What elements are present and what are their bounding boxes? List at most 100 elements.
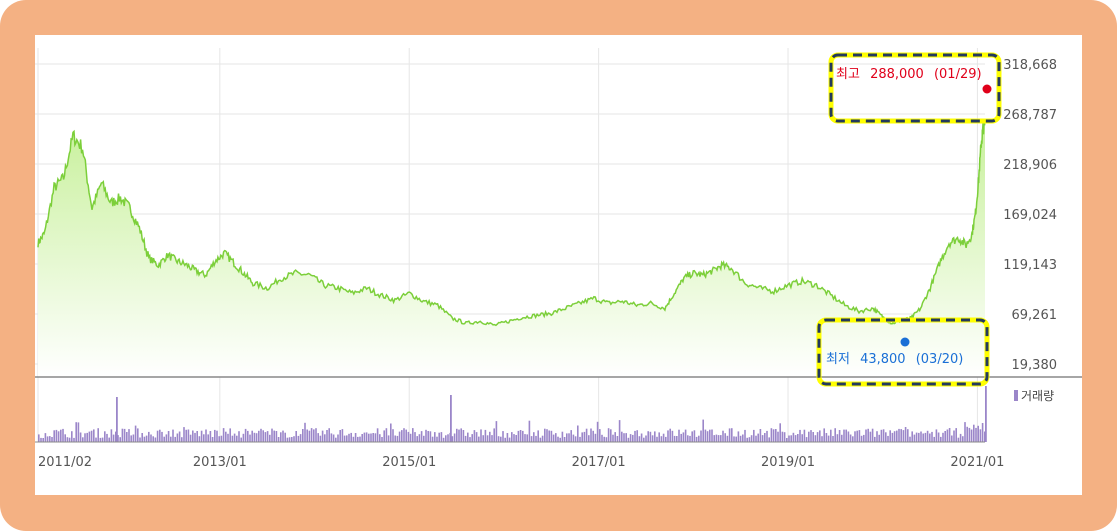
volume-bar <box>438 432 440 442</box>
volume-bar <box>957 437 960 442</box>
volume-bar <box>504 437 506 442</box>
volume-bar <box>935 429 938 442</box>
volume-bar <box>825 433 828 442</box>
volume-bar <box>594 433 597 442</box>
volume-bar <box>792 432 795 442</box>
volume-bar <box>689 435 691 442</box>
volume-bar <box>119 437 121 442</box>
volume-bar <box>737 431 740 442</box>
volume-bar <box>299 434 302 442</box>
volume-bar <box>447 434 449 442</box>
volume-bar <box>566 433 568 442</box>
volume-bar <box>676 436 678 442</box>
volume-bar <box>348 433 350 442</box>
volume-bar <box>790 435 792 442</box>
volume-bar <box>493 428 495 442</box>
volume-bar <box>612 434 614 442</box>
volume-bar <box>62 428 64 442</box>
volume-bar <box>227 433 229 442</box>
volume-bar <box>860 435 863 442</box>
volume-bar <box>517 430 520 442</box>
volume-bar <box>893 431 896 442</box>
volume-bar <box>317 433 319 442</box>
volume-bar <box>522 430 524 442</box>
volume-bar <box>874 436 876 442</box>
volume-bar <box>368 433 370 442</box>
volume-bar <box>975 427 977 442</box>
volume-bar <box>533 432 535 442</box>
volume-bar <box>71 431 73 442</box>
x-tick-label: 2015/01 <box>382 455 436 470</box>
x-tick-label: 2011/02 <box>38 455 92 470</box>
volume-bar <box>933 436 935 442</box>
volume-bar <box>880 429 883 442</box>
volume-bar <box>116 397 118 442</box>
volume-bar <box>170 436 172 442</box>
volume-bar <box>260 428 262 442</box>
volume-bar <box>229 428 231 442</box>
volume-bar <box>222 428 225 442</box>
volume-bar <box>985 386 987 442</box>
volume-bar <box>238 431 240 442</box>
volume-bar <box>49 436 51 442</box>
y-tick-label: 218,906 <box>1003 158 1057 173</box>
volume-bar <box>656 436 658 442</box>
volume-bar <box>148 431 150 442</box>
volume-bar <box>178 431 181 442</box>
volume-bar <box>343 435 346 442</box>
volume-bar <box>167 431 170 442</box>
volume-bar <box>90 430 93 442</box>
volume-bar <box>605 437 608 442</box>
volume-bar <box>647 431 649 442</box>
high-label: 최고 288,000 (01/29) <box>836 67 982 82</box>
volume-bar <box>759 429 762 442</box>
volume-bar <box>970 429 973 442</box>
volume-bar <box>88 431 91 442</box>
volume-bar <box>187 429 190 442</box>
volume-bar <box>570 430 572 442</box>
volume-bar <box>130 435 132 442</box>
volume-bar <box>381 437 383 442</box>
volume-bar <box>143 436 146 442</box>
volume-bar <box>354 433 357 442</box>
volume-bar <box>128 429 130 442</box>
volume-bar <box>750 435 753 442</box>
volume-bar <box>869 431 872 442</box>
volume-bar <box>691 431 693 442</box>
volume-bar <box>429 431 432 442</box>
volume-bar <box>181 437 183 442</box>
volume-bar <box>376 428 379 442</box>
volume-bar <box>898 428 900 442</box>
y-tick-label: 119,143 <box>1003 258 1057 273</box>
volume-bar <box>209 431 212 442</box>
volume-bar <box>379 434 381 442</box>
volume-bar <box>104 431 106 442</box>
volume-bar <box>645 435 647 442</box>
volume-bar <box>218 436 220 442</box>
volume-bar <box>889 430 891 442</box>
volume-bar <box>799 429 801 442</box>
volume-bar <box>478 436 480 442</box>
volume-bar <box>471 434 473 442</box>
volume-bar <box>984 431 986 442</box>
volume-bar <box>537 430 539 442</box>
volume-bar <box>255 433 258 442</box>
volume-bar <box>40 437 42 442</box>
volume-bar <box>728 428 731 442</box>
volume-bar <box>134 425 137 442</box>
volume-bar <box>717 435 720 442</box>
volume-bar <box>247 430 249 442</box>
volume-bar <box>922 433 924 442</box>
volume-bar <box>667 430 669 442</box>
volume-bar <box>337 434 339 442</box>
volume-bar <box>548 430 550 442</box>
volume-bar <box>519 430 522 442</box>
volume-bar <box>450 395 452 442</box>
volume-bar <box>313 429 315 442</box>
volume-bar <box>297 435 300 442</box>
volume-bar <box>251 430 253 442</box>
volume-bar <box>506 433 509 442</box>
volume-bar <box>836 434 839 442</box>
volume-bar <box>665 436 667 442</box>
volume-bar <box>407 431 410 442</box>
